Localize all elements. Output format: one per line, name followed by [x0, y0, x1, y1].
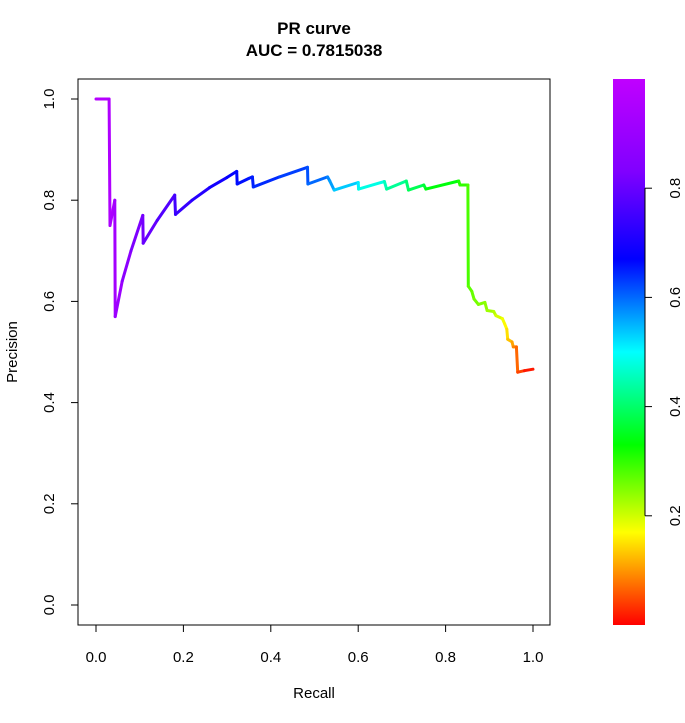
y-tick-label: 1.0 [41, 89, 58, 110]
colorbar [613, 79, 645, 625]
colorbar-ticks: 0.2 0.4 0.6 0.8 [644, 178, 684, 526]
curve-segment [328, 179, 336, 192]
y-tick-label: 0.0 [41, 595, 58, 616]
y-tick-label: 0.2 [41, 493, 58, 514]
y-tick-label: 0.8 [41, 190, 58, 211]
curve-segment [505, 327, 510, 341]
curve-segment [404, 179, 410, 192]
colorbar-tick-label: 0.6 [667, 287, 684, 308]
curve-segment [306, 175, 330, 186]
curve-segment [278, 165, 309, 179]
curve-segment [385, 179, 408, 191]
curve-segment [251, 175, 281, 189]
curve-segment [407, 183, 426, 192]
x-tick-label: 0.6 [348, 649, 369, 666]
x-axis: 0.0 0.2 0.4 0.6 0.8 1.0 [86, 624, 544, 666]
curve-segment [174, 198, 194, 216]
x-tick-label: 0.4 [260, 649, 281, 666]
curve-segment [235, 169, 239, 186]
x-tick-label: 0.0 [86, 649, 107, 666]
curve-segment [225, 169, 239, 179]
curve-segment [173, 193, 177, 216]
curve-segment [129, 213, 145, 253]
y-tick-label: 0.6 [41, 291, 58, 312]
pr-curve-line [94, 97, 535, 374]
chart-subtitle: AUC = 0.7815038 [246, 41, 383, 60]
chart-title: PR curve [277, 19, 351, 38]
curve-segment [235, 176, 251, 186]
x-tick-label: 0.2 [173, 649, 194, 666]
curve-segment [190, 186, 212, 202]
curve-segment [208, 175, 229, 190]
colorbar-tick-label: 0.8 [667, 178, 684, 199]
x-axis-label: Recall [293, 685, 335, 702]
curve-segment [522, 367, 535, 373]
curve-segment [424, 179, 461, 191]
x-tick-label: 1.0 [523, 649, 544, 666]
curve-segment [332, 181, 360, 192]
y-axis-label: Precision [4, 321, 21, 383]
curve-segment [155, 193, 177, 222]
curve-segment [250, 175, 255, 189]
colorbar-tick-label: 0.4 [667, 396, 684, 417]
curve-segment [357, 180, 386, 191]
plot-frame [77, 78, 551, 626]
curve-segment [141, 218, 159, 245]
colorbar-tick-label: 0.2 [667, 505, 684, 526]
y-tick-label: 0.4 [41, 392, 58, 413]
curve-segment [113, 279, 124, 319]
y-axis: 0.0 0.2 0.4 0.6 0.8 1.0 [41, 89, 79, 616]
curve-segment [514, 345, 520, 374]
curve-segment [107, 97, 112, 227]
x-tick-label: 0.8 [435, 649, 456, 666]
curve-segment [120, 249, 133, 283]
